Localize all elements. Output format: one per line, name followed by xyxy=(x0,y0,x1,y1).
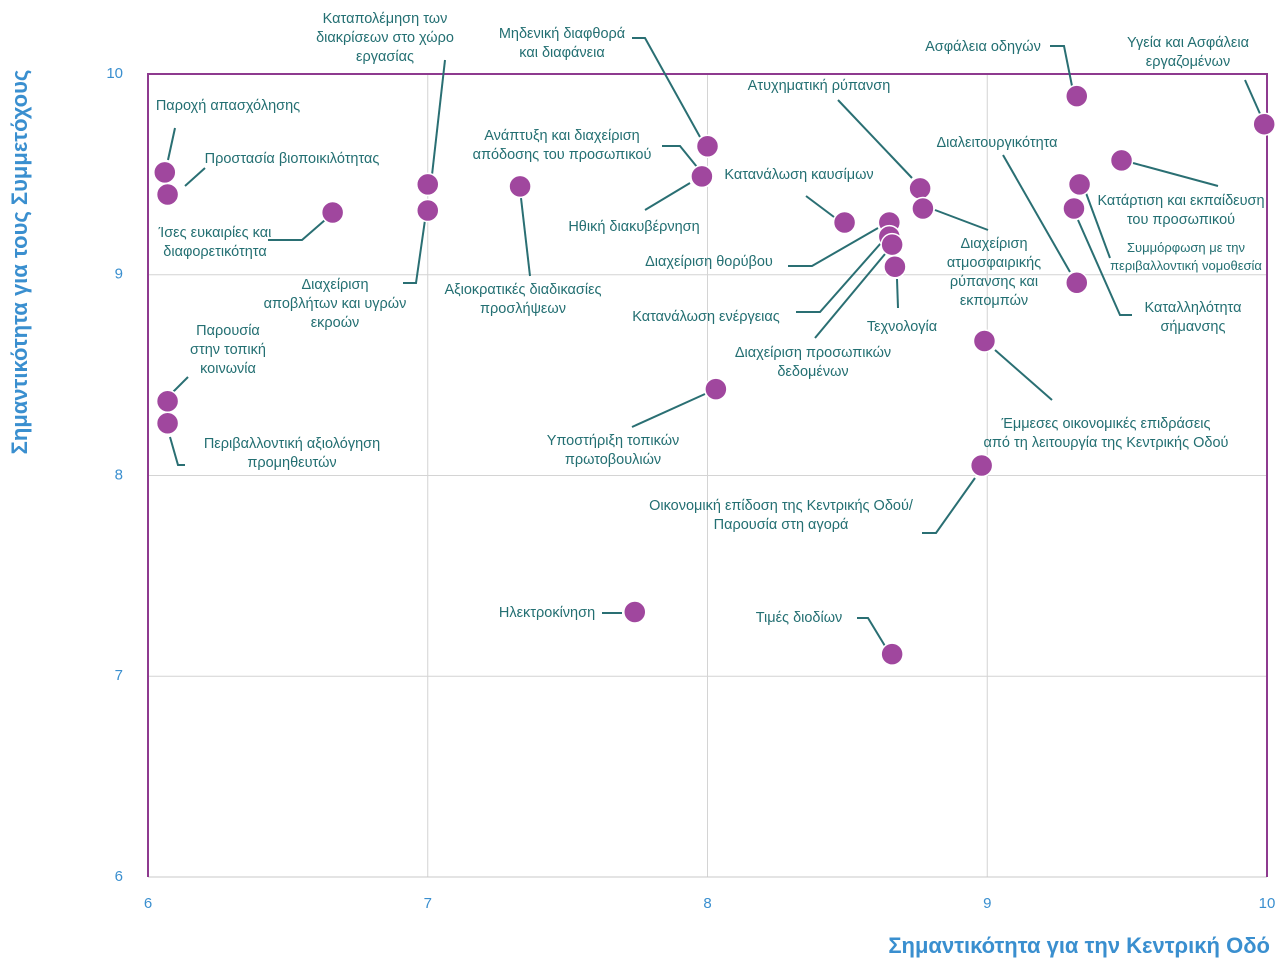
x-tick-label: 6 xyxy=(144,895,152,912)
point-label: Έμμεσες οικονομικές επιδράσεις από τη λε… xyxy=(983,415,1229,451)
y-axis-title: Σημαντικότητα για τους Συμμετόχους xyxy=(7,69,32,455)
point-label: Διαχείριση θορύβου xyxy=(645,253,773,270)
leader-line xyxy=(662,145,698,168)
point-label: Ανάπτυξη και διαχείριση απόδοσης του προ… xyxy=(472,127,652,163)
leader-line xyxy=(268,219,326,241)
point xyxy=(1109,148,1134,173)
point xyxy=(155,411,180,436)
y-tick-label: 9 xyxy=(115,266,123,283)
point xyxy=(623,600,647,624)
point xyxy=(695,134,720,159)
point-label: Περιβαλλοντική αξιολόγηση προμηθευτών xyxy=(203,435,381,471)
leader-line xyxy=(896,278,899,309)
plot-frame xyxy=(147,73,1268,877)
leader-line xyxy=(1002,154,1071,273)
point-label: Συμμόρφωση με την περιβαλλοντική νομοθεσ… xyxy=(1110,240,1262,273)
point-label: Καταπολέμηση των διακρίσεων στο χώρο εργ… xyxy=(316,10,454,65)
leader-line xyxy=(814,253,886,339)
x-tick-label: 10 xyxy=(1259,895,1276,912)
leader-line xyxy=(1085,192,1111,259)
leader-line xyxy=(857,617,886,647)
point-label: Ίσες ευκαιρίες και διαφορετικότητα xyxy=(158,224,272,260)
leader-line xyxy=(631,393,706,428)
leader-line xyxy=(788,227,879,267)
point xyxy=(320,200,345,225)
leader-line xyxy=(169,436,185,466)
point-label: Κατάρτιση και εκπαίδευση του προσωπικού xyxy=(1097,192,1265,228)
point xyxy=(908,176,932,201)
point-label: Διαχείριση αποβλήτων και υγρών εκροών xyxy=(263,276,407,331)
point xyxy=(155,389,180,413)
point-label: Ατυχηματική ρύπανση xyxy=(747,77,891,94)
x-tick-label: 8 xyxy=(703,895,711,912)
point-label: Καταλληλότητα σήμανσης xyxy=(1144,299,1242,335)
point xyxy=(972,329,997,353)
point xyxy=(969,453,994,478)
leader-line xyxy=(1244,79,1262,117)
leader-line xyxy=(431,59,446,176)
point-label: Διαχείριση ατμοσφαιρικής ρύπανσης και εκ… xyxy=(946,235,1042,309)
point-label: Ηθική διακυβέρνηση xyxy=(568,218,700,235)
point xyxy=(832,210,857,235)
point xyxy=(416,198,440,223)
point xyxy=(1067,172,1092,197)
point-label: Κατανάλωση ενέργειας xyxy=(632,308,780,325)
leader-line xyxy=(1132,162,1219,187)
y-tick-label: 7 xyxy=(115,667,123,684)
point xyxy=(1252,112,1276,136)
point xyxy=(704,377,728,401)
point xyxy=(153,160,177,185)
leader-line xyxy=(934,209,989,231)
point xyxy=(1065,84,1089,108)
leader-line xyxy=(805,195,835,218)
point-label: Μηδενική διαφθορά και διαφάνεια xyxy=(498,25,626,61)
point xyxy=(880,642,904,666)
point-label: Τεχνολογία xyxy=(866,318,938,335)
point xyxy=(911,196,935,221)
point xyxy=(416,172,440,197)
point-label: Διαλειτουργικότητα xyxy=(936,134,1058,151)
x-tick-label: 7 xyxy=(424,895,432,912)
point xyxy=(1062,196,1086,221)
point-label: Ηλεκτροκίνηση xyxy=(498,604,596,621)
leader-line xyxy=(1050,45,1073,87)
x-tick-label: 9 xyxy=(983,895,991,912)
point-label: Ασφάλεια οδηγών xyxy=(925,38,1041,55)
point xyxy=(690,164,714,189)
leader-line xyxy=(1077,219,1132,316)
x-axis-title: Σημαντικότητα για την Κεντρική Οδό xyxy=(888,933,1270,958)
point-label: Οικονομική επίδοση της Κεντρικής Οδού/ Π… xyxy=(649,497,913,533)
y-tick-label: 10 xyxy=(106,65,123,82)
point-label: Διαχείριση προσωπικών δεδομένων xyxy=(734,344,892,380)
leader-line xyxy=(922,477,976,534)
point xyxy=(1065,271,1089,295)
point-label: Κατανάλωση καυσίμων xyxy=(724,166,874,183)
point-label: Προστασία βιοποικιλότητας xyxy=(204,150,380,167)
leader-line xyxy=(167,127,176,161)
point-label: Τιμές διοδίων xyxy=(755,609,843,626)
point-label: Παροχή απασχόλησης xyxy=(155,97,301,114)
point xyxy=(880,232,904,257)
point xyxy=(883,254,907,279)
point-label: Υποστήριξη τοπικών πρωτοβουλιών xyxy=(546,432,680,468)
y-tick-label: 8 xyxy=(115,466,123,483)
leader-line xyxy=(632,37,701,138)
point-label: Παρουσία στην τοπική κοινωνία xyxy=(190,322,266,377)
leader-line xyxy=(644,182,691,211)
leader-line xyxy=(171,376,189,394)
leader-line xyxy=(184,167,206,187)
leader-line xyxy=(403,219,426,284)
point xyxy=(508,174,532,199)
leader-line xyxy=(837,99,913,179)
leader-line xyxy=(796,242,882,313)
point-label: Αξιοκρατικές διαδικασίες προσλήψεων xyxy=(444,281,602,317)
leader-line xyxy=(994,349,1053,401)
point-label: Υγεία και Ασφάλεια εργαζομένων xyxy=(1127,34,1249,70)
y-tick-label: 6 xyxy=(115,868,123,885)
point xyxy=(155,182,180,207)
leader-line xyxy=(520,197,531,277)
